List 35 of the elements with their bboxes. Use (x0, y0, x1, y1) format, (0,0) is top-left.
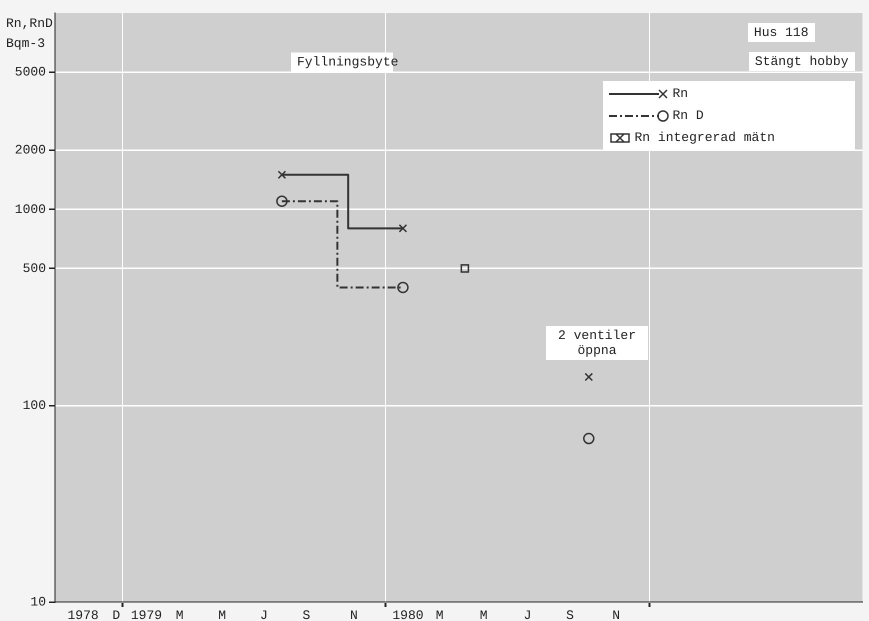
x-tick-label: N (350, 608, 358, 621)
x-tick-label: S (302, 608, 310, 621)
point (398, 224, 408, 233)
y-axis-title: Rn,RnD Bqm-3 (6, 15, 54, 53)
x-tick-label: M (436, 608, 444, 621)
x-tick-label: M (218, 608, 226, 621)
x-tick-label: 1980 (392, 608, 424, 621)
y-tick-label: 10 (30, 594, 46, 610)
point (583, 432, 595, 444)
point (460, 264, 470, 273)
x-tick-label: M (480, 608, 488, 621)
annotation: 2 ventiler öppna (546, 326, 648, 360)
text: Hus 118 (748, 23, 814, 42)
y-tick-label: 5000 (14, 64, 46, 80)
legend-label: Rn (672, 85, 688, 103)
annotation: Fyllningsbyte (296, 54, 398, 72)
point (397, 282, 409, 294)
x-tick-label: D (112, 608, 120, 621)
y-tick-label: 1000 (14, 202, 46, 217)
x-tick-label: 1978 (67, 608, 99, 621)
x-tick-label: S (566, 608, 574, 621)
x-tick-label: M (176, 608, 184, 621)
legend-label: Rn integrerad mätn (634, 129, 775, 147)
point (278, 170, 286, 180)
point (584, 372, 594, 382)
x-tick-label: J (524, 608, 532, 621)
y-tick-label: 100 (22, 398, 46, 414)
y-tick-label: 500 (22, 260, 46, 276)
legend-label: Rn D (672, 107, 704, 125)
point (276, 195, 288, 207)
y-tick-label: 2000 (14, 142, 46, 158)
x-tick-label: N (612, 608, 620, 621)
x-tick-label: 1979 (130, 608, 162, 621)
x-tick-label: J (260, 608, 268, 621)
text: Stängt hobby (748, 52, 854, 71)
